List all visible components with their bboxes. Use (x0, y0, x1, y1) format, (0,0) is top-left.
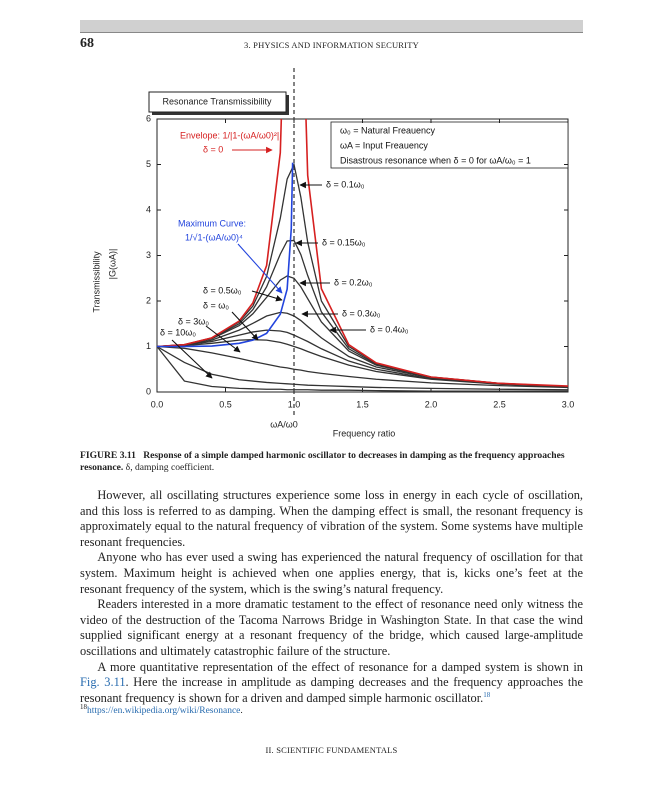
series-label: δ = 0.3ω₀ (342, 308, 381, 318)
text-run: Anyone who has ever used a swing has exp… (80, 550, 583, 596)
footnote-end: . (240, 706, 243, 716)
text-run: A more quantitative representation of th… (97, 659, 583, 674)
x-tick-label: 1.5 (356, 399, 369, 409)
series-line (157, 329, 568, 388)
figure-link[interactable]: Fig. 3.11 (80, 675, 126, 690)
x-tick-label: 0.5 (219, 399, 232, 409)
text-run: However, all oscillating structures expe… (80, 488, 583, 549)
running-title: 3. PHYSICS AND INFORMATION SECURITY (244, 40, 419, 50)
series-label: δ = ω₀ (203, 300, 229, 310)
x-axis-label: ωA/ω0 (270, 419, 298, 429)
paragraph: Readers interested in a more dramatic te… (80, 597, 583, 659)
annotation: ω₀ = Natural Freauency (340, 125, 436, 135)
paragraph: Anyone who has ever used a swing has exp… (80, 550, 583, 597)
x-tick-label: 0.0 (151, 399, 164, 409)
series-label: δ = 0.5ω₀ (203, 285, 242, 295)
series-label: δ = 3ω₀ (178, 316, 209, 326)
body-text: However, all oscillating structures expe… (80, 488, 583, 706)
footnote-number: 18 (80, 702, 87, 711)
label-arrow (251, 290, 283, 302)
annotation: ωA = Input Freauency (340, 140, 428, 150)
header-rule (80, 20, 583, 33)
x-tick-label: 3.0 (562, 399, 575, 409)
footnote-link[interactable]: https://en.wikipedia.org/wiki/Resonance (87, 706, 241, 716)
y-tick-label: 0 (146, 386, 151, 396)
y-tick-label: 3 (146, 250, 151, 260)
annotation: 1/√1-(ωA/ω0)⁴ (185, 232, 243, 242)
series-label: δ = 0.2ω₀ (334, 277, 373, 287)
paragraph: A more quantitative representation of th… (80, 660, 583, 707)
footer: II. SCIENTIFIC FUNDAMENTALS (265, 745, 398, 755)
series-label: δ = 0.15ω₀ (322, 237, 366, 247)
series-line (157, 346, 568, 392)
page-number: 68 (80, 36, 94, 51)
series-line (157, 275, 568, 388)
footnote-ref[interactable]: 18 (483, 690, 491, 699)
caption-text: Response of a simple damped harmonic osc… (80, 450, 565, 473)
series-label: δ = 0 (203, 144, 223, 154)
paragraph: However, all oscillating structures expe… (80, 488, 583, 550)
caption-label: FIGURE 3.11 (80, 450, 136, 461)
x-tick-label: 2.5 (493, 399, 506, 409)
series-line (157, 162, 294, 348)
label-arrow (237, 243, 283, 294)
series-label: Maximum Curve: (178, 218, 246, 228)
figure-caption: FIGURE 3.11 Response of a simple damped … (80, 450, 583, 474)
y-tick-label: 4 (146, 204, 151, 214)
title-box (148, 91, 287, 113)
x-tick-label: 2.0 (425, 399, 438, 409)
series-line (157, 339, 568, 388)
series-label: δ = 10ω₀ (160, 327, 196, 337)
series-label: δ = 0.1ω₀ (326, 179, 365, 189)
annotation: Disastrous resonance when δ = 0 for ωA/ω… (340, 155, 531, 165)
y-axis-label: Transmissibility (91, 251, 101, 313)
annotation: Envelope: 1/|1-(ωA/ω0)²| (180, 130, 279, 140)
text-run: . Here the increase in amplitude as damp… (80, 675, 583, 705)
series-line (157, 345, 568, 391)
y-tick-label: 1 (146, 341, 151, 351)
series-line (157, 239, 568, 388)
x-axis-label-2: Frequency ratio (333, 428, 396, 438)
y-tick-label: 5 (146, 159, 151, 169)
caption-note: δ, damping coefficient. (125, 462, 215, 473)
label-arrow (231, 311, 259, 341)
series-label: δ = 0.4ω₀ (370, 324, 409, 334)
plot-area (157, 119, 568, 392)
y-axis-label-2: |G(ωA)| (107, 249, 117, 280)
y-tick-label: 6 (146, 113, 151, 123)
label-arrow (205, 325, 241, 353)
series-line (157, 311, 568, 388)
footnote: 18https://en.wikipedia.org/wiki/Resonanc… (80, 702, 583, 716)
chart-title: Resonance Transmissibility (162, 96, 272, 106)
y-tick-label: 2 (146, 295, 151, 305)
chart: Resonance Transmissibility ωA/ω0 Frequen… (91, 68, 575, 438)
legend-box (330, 121, 569, 169)
series-line (157, 345, 568, 389)
label-arrow (171, 339, 213, 379)
text-run: Readers interested in a more dramatic te… (80, 597, 583, 658)
series-line (157, 119, 568, 387)
